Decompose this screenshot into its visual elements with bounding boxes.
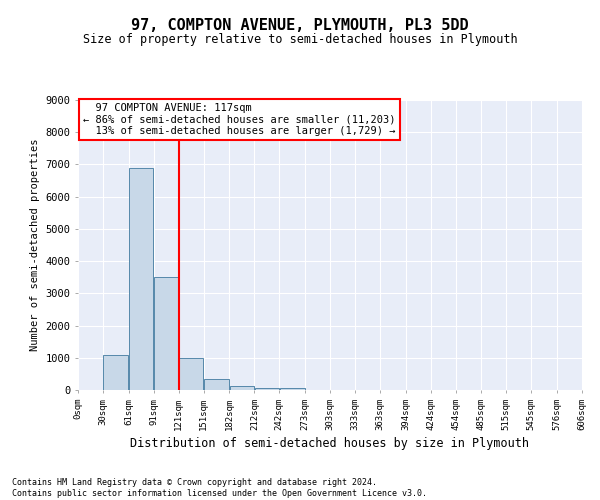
Bar (230, 386, 254, 390)
Y-axis label: Number of semi-detached properties: Number of semi-detached properties (30, 138, 40, 352)
Bar (254, 388, 279, 390)
Text: 97, COMPTON AVENUE, PLYMOUTH, PL3 5DD: 97, COMPTON AVENUE, PLYMOUTH, PL3 5DD (131, 18, 469, 32)
X-axis label: Distribution of semi-detached houses by size in Plymouth: Distribution of semi-detached houses by … (131, 437, 530, 450)
Text: 97 COMPTON AVENUE: 117sqm
← 86% of semi-detached houses are smaller (11,203)
  1: 97 COMPTON AVENUE: 117sqm ← 86% of semi-… (83, 103, 395, 136)
Text: Size of property relative to semi-detached houses in Plymouth: Size of property relative to semi-detach… (83, 32, 517, 46)
Bar (204, 378, 229, 390)
Bar (103, 354, 128, 390)
Bar (280, 388, 305, 390)
Text: Contains HM Land Registry data © Crown copyright and database right 2024.
Contai: Contains HM Land Registry data © Crown c… (12, 478, 427, 498)
Bar (179, 358, 203, 390)
Bar (129, 168, 154, 390)
Bar (154, 277, 178, 390)
